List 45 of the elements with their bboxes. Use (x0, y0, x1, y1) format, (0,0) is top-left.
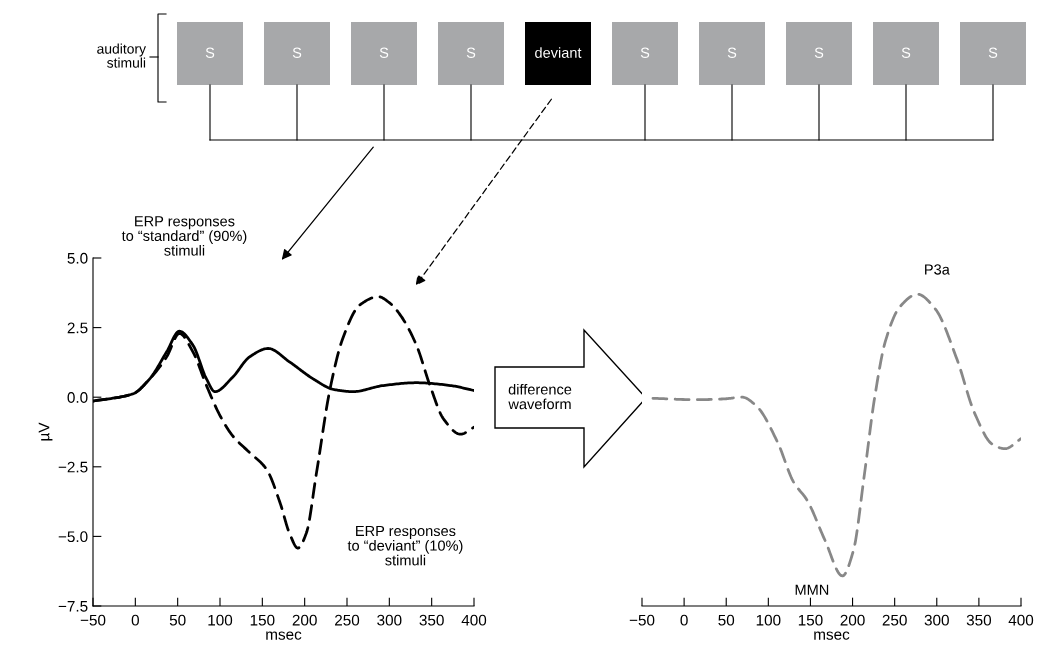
x-tick-label: 200 (840, 614, 865, 626)
x-tick-label: 250 (882, 614, 907, 626)
text: difference waveform (508, 383, 572, 410)
text: auditory stimuli (97, 43, 146, 68)
category-label: S (727, 47, 737, 58)
annotation: ERP responses to “deviant” (10%) stimuli (347, 525, 463, 566)
y-tick-label: 0.0 (67, 392, 88, 403)
x-tick-label: −50 (80, 614, 106, 626)
category-label: S (901, 47, 911, 58)
y-tick-label: −2.5 (58, 461, 88, 473)
category-label: S (205, 47, 215, 58)
category-label: S (814, 47, 824, 58)
y-tick-label: −5.0 (58, 531, 88, 543)
category-label: S (466, 47, 476, 58)
x-tick-label: 150 (798, 614, 823, 626)
annotation: MMN (795, 584, 829, 595)
category-label: S (292, 47, 302, 58)
category-label: S (988, 47, 998, 58)
y-axis-title: µV (38, 422, 53, 441)
y-tick-label: −7.5 (58, 601, 88, 612)
text: ERP responses to “standard” (90%) stimuli (121, 216, 247, 256)
x-tick-label: 50 (718, 614, 735, 626)
x-tick-label: 0 (131, 614, 139, 626)
x-tick-label: 400 (1008, 614, 1034, 626)
x-tick-label: 350 (419, 614, 444, 626)
x-tick-label: 400 (461, 614, 487, 626)
x-tick-label: 100 (756, 614, 781, 626)
x-axis-title: msec (266, 631, 302, 640)
y-tick-label: 5.0 (67, 252, 88, 264)
x-tick-label: 300 (924, 614, 949, 626)
x-tick-label: 100 (208, 614, 233, 626)
annotation: P3a (925, 264, 950, 275)
x-tick-label: 350 (966, 614, 992, 626)
x-tick-label: 150 (250, 614, 275, 626)
category-label: S (640, 47, 650, 58)
x-tick-label: 50 (169, 614, 186, 626)
x-tick-label: 0 (680, 614, 688, 626)
category-label: deviant (535, 47, 582, 58)
x-tick-label: 200 (292, 614, 317, 626)
x-axis-title: msec (814, 631, 850, 640)
y-tick-label: 2.5 (67, 322, 88, 334)
category-label: S (379, 47, 389, 58)
x-tick-label: 250 (335, 614, 360, 626)
x-tick-label: 300 (377, 614, 402, 626)
x-tick-label: −50 (629, 614, 655, 626)
